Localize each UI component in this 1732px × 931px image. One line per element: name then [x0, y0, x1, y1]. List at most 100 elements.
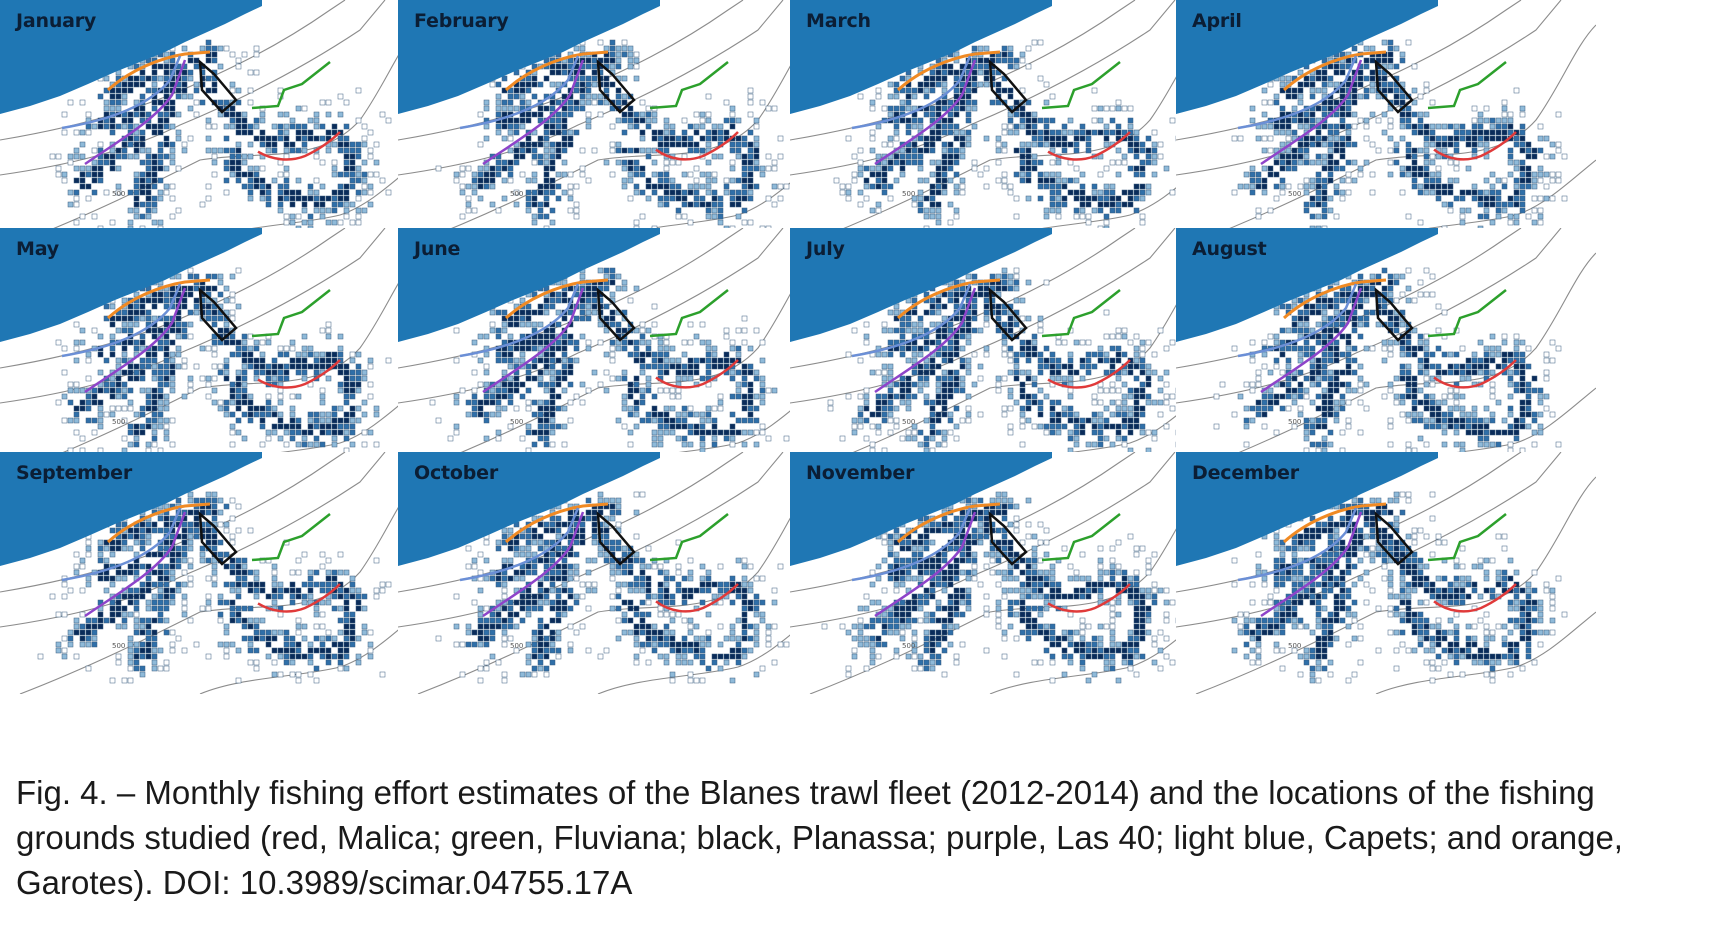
- effort-cell: [283, 111, 290, 118]
- effort-cell: [151, 165, 158, 172]
- effort-cell: [1001, 123, 1008, 130]
- effort-cell: [929, 369, 936, 376]
- effort-cell: [217, 369, 224, 376]
- effort-cell: [729, 105, 736, 112]
- effort-cell: [1537, 213, 1544, 220]
- effort-cell: [1345, 123, 1352, 130]
- effort-cell: [1261, 351, 1268, 358]
- effort-cell: [941, 63, 948, 70]
- effort-cell: [1115, 399, 1122, 406]
- effort-cell: [1073, 147, 1080, 154]
- effort-cell: [1285, 303, 1292, 310]
- effort-cell: [115, 123, 122, 130]
- effort-cell: [355, 213, 362, 220]
- effort-cell: [1429, 189, 1436, 196]
- effort-cell: [603, 57, 610, 64]
- effort-cell: [965, 111, 972, 118]
- effort-cell: [633, 171, 640, 178]
- effort-cell: [687, 147, 694, 154]
- effort-cell: [223, 123, 230, 130]
- effort-cell: [151, 75, 158, 82]
- effort-cell: [1261, 339, 1268, 346]
- effort-cell: [621, 165, 628, 172]
- effort-cell: [621, 111, 628, 118]
- effort-cell: [1255, 135, 1262, 142]
- effort-cell: [139, 183, 146, 190]
- bathymetry-contour: [398, 0, 784, 176]
- effort-cell: [531, 429, 538, 436]
- effort-cell: [301, 123, 308, 130]
- effort-cell: [169, 99, 176, 106]
- effort-cell: [1121, 381, 1128, 388]
- effort-cell: [1001, 57, 1008, 64]
- effort-cell: [525, 363, 532, 370]
- effort-cell: [133, 423, 140, 430]
- effort-cell: [977, 411, 984, 418]
- effort-cell: [1423, 345, 1430, 352]
- effort-cell: [567, 417, 574, 424]
- effort-cell: [1315, 177, 1322, 184]
- effort-cell: [145, 357, 152, 364]
- effort-cell: [1339, 117, 1346, 124]
- effort-cell: [705, 213, 712, 220]
- effort-cell: [579, 399, 586, 406]
- effort-cell: [1303, 387, 1310, 394]
- effort-cell: [133, 201, 140, 208]
- effort-cell: [1327, 99, 1334, 106]
- effort-cell: [1049, 183, 1056, 190]
- effort-cell: [1025, 123, 1032, 130]
- effort-cell: [91, 147, 98, 154]
- effort-cell: [1363, 381, 1370, 388]
- effort-cell: [229, 411, 236, 418]
- effort-cell: [193, 303, 200, 310]
- effort-cell: [525, 99, 532, 106]
- effort-cell: [1483, 357, 1490, 364]
- effort-cell: [1031, 153, 1038, 160]
- effort-cell: [247, 351, 254, 358]
- effort-cell: [1513, 177, 1520, 184]
- effort-cell: [669, 183, 676, 190]
- effort-cell: [241, 363, 248, 370]
- effort-cell: [1525, 363, 1532, 370]
- effort-cell: [241, 123, 248, 130]
- effort-cell: [1333, 357, 1340, 364]
- effort-cell: [495, 333, 502, 340]
- effort-cell: [253, 123, 260, 130]
- effort-cell: [747, 393, 754, 400]
- effort-cell: [115, 105, 122, 112]
- effort-cell: [935, 105, 942, 112]
- effort-cell: [205, 39, 212, 46]
- effort-cell: [591, 369, 598, 376]
- effort-cell: [271, 123, 278, 130]
- effort-cell: [1411, 87, 1418, 94]
- effort-cell: [259, 111, 266, 118]
- effort-cell: [1043, 183, 1050, 190]
- effort-cell: [1369, 81, 1376, 88]
- effort-cell: [591, 291, 598, 298]
- effort-cell: [85, 123, 92, 130]
- effort-cell: [151, 369, 158, 376]
- effort-cell: [1097, 435, 1104, 442]
- effort-cell: [1345, 369, 1352, 376]
- effort-cell: [693, 123, 700, 130]
- effort-cell: [241, 399, 248, 406]
- effort-cell: [109, 123, 116, 130]
- effort-cell: [1519, 129, 1526, 136]
- contour-label: 500: [112, 418, 125, 426]
- effort-cell: [723, 429, 730, 436]
- effort-cell: [633, 219, 640, 226]
- effort-cell: [1459, 123, 1466, 130]
- effort-cell: [561, 93, 568, 100]
- effort-cell: [717, 429, 724, 436]
- effort-cell: [1291, 387, 1298, 394]
- effort-cell: [561, 345, 568, 352]
- effort-cell: [241, 345, 248, 352]
- effort-cell: [1121, 423, 1128, 430]
- effort-cell: [669, 195, 676, 202]
- effort-cell: [367, 381, 374, 388]
- effort-cell: [965, 339, 972, 346]
- effort-cell: [79, 129, 86, 136]
- effort-cell: [615, 375, 622, 382]
- map-panel-july: 500 July: [790, 228, 1210, 470]
- effort-cell: [501, 357, 508, 364]
